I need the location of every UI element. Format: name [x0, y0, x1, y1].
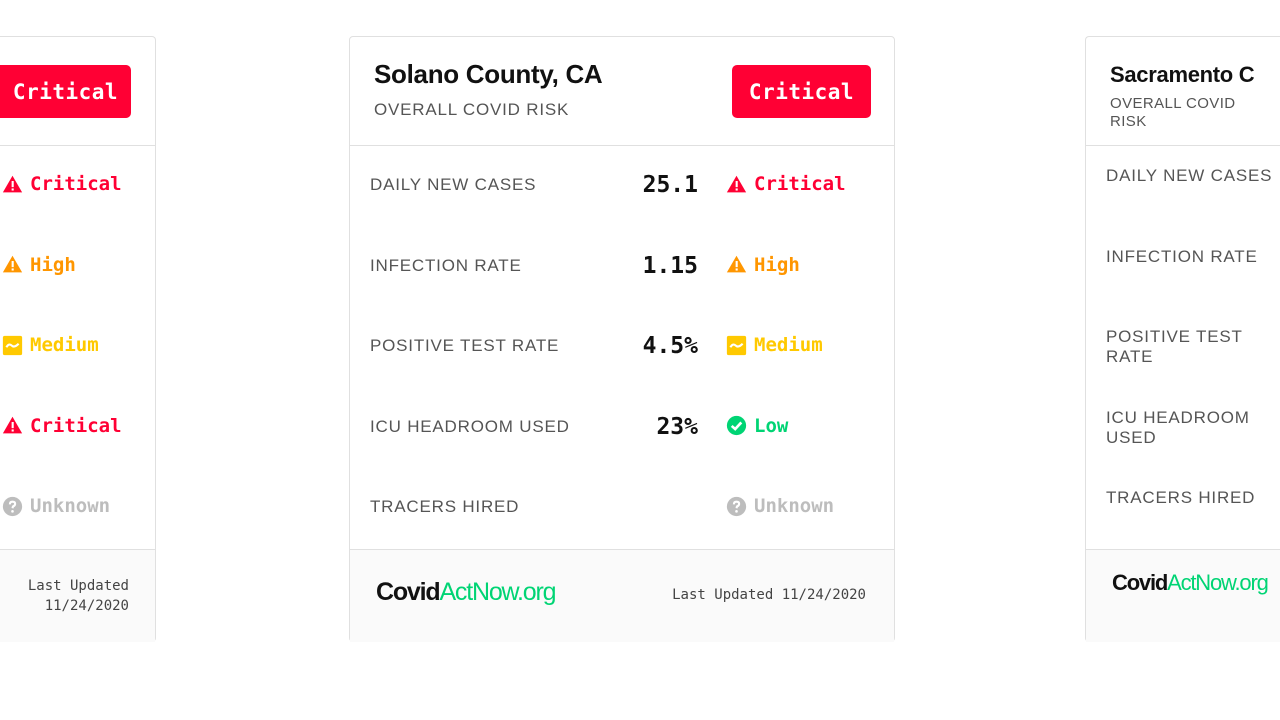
overall-risk-label: OVERALL COVID RISK	[374, 100, 570, 119]
overall-risk-label: OVERALL COVID RISK	[1110, 95, 1236, 130]
warning-icon	[726, 254, 747, 275]
metric-row: Medium	[0, 307, 155, 388]
metric-status: Critical	[2, 415, 122, 437]
metric-value: 23%	[656, 413, 698, 440]
metric-label: TRACERS HIRED	[370, 497, 520, 516]
metric-status: Critical	[2, 173, 122, 195]
logo-part-actnow: ActNow.org	[439, 578, 556, 606]
metric-value: 4.5%	[642, 333, 698, 359]
metric-row: Critical	[0, 388, 155, 469]
logo-part-actnow: ActNow.org	[1167, 570, 1269, 595]
metric-status: Unknown	[726, 495, 834, 517]
logo-part-covid: Covid	[1112, 570, 1168, 595]
county-risk-card[interactable]: Critical Critical High Medium Critical U…	[0, 36, 156, 642]
metric-status-label: High	[30, 253, 76, 276]
metric-status-label: Low	[754, 414, 789, 437]
metric-row: ICU HEADROOM USED	[1086, 388, 1280, 469]
warning-icon	[726, 174, 747, 195]
metric-row: DAILY NEW CASES	[1086, 146, 1280, 227]
card-footer: Last Updated 11/24/2020	[0, 549, 155, 642]
metric-row: POSITIVE TEST RATE 4.5% Medium	[350, 307, 894, 388]
metric-status-label: Critical	[30, 414, 122, 437]
last-updated: Last Updated 11/24/2020	[27, 578, 129, 614]
overall-risk-badge: Critical	[732, 65, 871, 118]
metric-row: ICU HEADROOM USED 23% Low	[350, 388, 894, 469]
county-risk-card[interactable]: Solano County, CA OVERALL COVID RISK Crit…	[349, 36, 895, 642]
metric-row: DAILY NEW CASES 25.1 Critical	[350, 146, 894, 227]
warning-icon	[2, 254, 23, 275]
metric-row: High	[0, 227, 155, 308]
metric-status-label: High	[754, 253, 800, 276]
metric-status: Medium	[726, 334, 823, 356]
metric-status: High	[2, 254, 76, 276]
metric-label: POSITIVE TEST RATE	[370, 336, 560, 355]
metric-label: TRACERS HIRED	[1106, 488, 1256, 507]
metric-status-label: Medium	[30, 334, 99, 356]
metric-status-label: Medium	[754, 334, 823, 356]
overall-risk-badge: Critical	[0, 65, 131, 118]
card-header: Sacramento C OVERALL COVID RISK	[1086, 37, 1280, 146]
county-title: Sacramento C	[1110, 62, 1255, 87]
metric-row: TRACERS HIRED	[1086, 468, 1280, 549]
metric-value: 25.1	[642, 172, 698, 198]
metric-value: 1.15	[642, 252, 698, 279]
covidactnow-logo[interactable]: CovidActNow.org	[376, 578, 556, 607]
county-title: Solano County, CA	[374, 59, 603, 89]
metric-label: POSITIVE TEST RATE	[1106, 327, 1243, 366]
metric-status: Unknown	[2, 495, 110, 517]
warning-icon	[2, 174, 23, 195]
logo-part-covid: Covid	[376, 578, 441, 606]
covidactnow-logo[interactable]: CovidActNow.org	[1112, 570, 1276, 596]
trend-icon	[2, 335, 23, 356]
check-icon	[726, 415, 747, 436]
metric-status-label: Critical	[30, 173, 122, 195]
card-header: Solano County, CA OVERALL COVID RISK Crit…	[350, 37, 894, 146]
card-footer: CovidActNow.org Last Updated 11/24/2020	[350, 549, 894, 642]
metric-status: Critical	[726, 173, 846, 195]
last-updated: Last Updated 11/24/2020	[672, 587, 866, 603]
card-header: Critical	[0, 37, 155, 146]
metric-row: Critical	[0, 146, 155, 227]
trend-icon	[726, 335, 747, 356]
metric-row: INFECTION RATE	[1086, 227, 1280, 308]
metric-status-label: Unknown	[30, 495, 111, 517]
metrics-list: DAILY NEW CASES INFECTION RATE POSITIVE …	[1086, 146, 1280, 549]
metric-row: TRACERS HIRED Unknown	[350, 468, 894, 549]
metric-label: DAILY NEW CASES	[370, 175, 537, 194]
metric-row: Unknown	[0, 468, 155, 549]
metric-label: INFECTION RATE	[1106, 246, 1258, 266]
metric-row: INFECTION RATE 1.15 High	[350, 227, 894, 308]
metric-label: INFECTION RATE	[370, 255, 522, 275]
metric-label: ICU HEADROOM USED	[1106, 407, 1250, 447]
question-icon	[2, 496, 23, 517]
metric-status: Medium	[2, 334, 99, 356]
metrics-list: DAILY NEW CASES 25.1 Critical INFECTION R…	[350, 146, 894, 549]
metrics-list: Critical High Medium Critical Unknown	[0, 146, 155, 549]
metric-label: DAILY NEW CASES	[1106, 166, 1273, 185]
warning-icon	[2, 415, 23, 436]
metric-status: High	[726, 254, 800, 276]
county-risk-card[interactable]: Sacramento C OVERALL COVID RISK DAILY NE…	[1085, 36, 1280, 642]
metric-status-label: Critical	[754, 173, 846, 195]
metric-label: ICU HEADROOM USED	[370, 416, 570, 436]
card-footer: CovidActNow.org	[1086, 549, 1280, 642]
metric-status-label: Unknown	[754, 495, 835, 517]
question-icon	[726, 496, 747, 517]
metric-status: Low	[726, 415, 788, 437]
metric-row: POSITIVE TEST RATE	[1086, 307, 1280, 388]
